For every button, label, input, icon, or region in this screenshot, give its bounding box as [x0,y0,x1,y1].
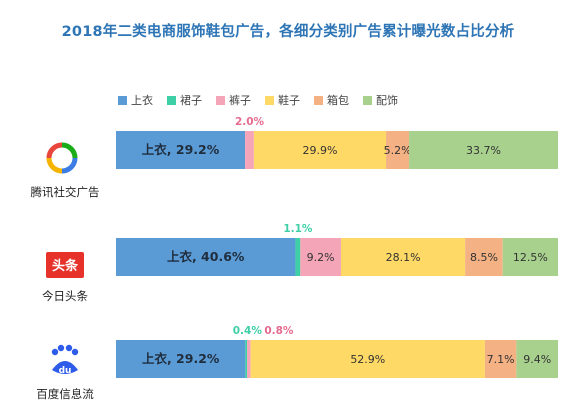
legend-item: 裙子 [167,92,202,108]
toutiao-logo: 头条 [46,252,84,278]
data-label: 0.4% [233,325,263,337]
legend-swatch [265,95,274,105]
bar-segment [247,340,251,378]
bar-segment [502,238,558,276]
data-label: 9.2% [307,251,335,264]
data-label: 上衣, 40.6% [167,249,245,264]
legend-swatch [118,95,127,105]
legend-swatch [167,95,176,105]
category-label: 腾讯社交广告 [31,185,100,199]
bar-segment [340,238,466,276]
baidu-feed-logo: du [51,344,79,376]
data-label: 2.0% [235,116,265,128]
legend-item: 上衣 [118,92,153,108]
legend-item: 配饰 [363,92,398,108]
toutiao-logo-text: 头条 [52,258,79,274]
chart-title: 2018年二类电商服饰鞋包广告，各细分类别广告累计曝光数占比分析 [61,24,515,40]
bar-segment [409,131,558,169]
category-label: 今日头条 [42,289,88,303]
data-label: 0.8% [264,325,294,337]
legend-swatch [363,95,372,105]
bar-segment [250,340,485,378]
data-label: 28.1% [386,251,421,264]
legend-label: 裙子 [180,94,202,107]
bar-segment [116,340,246,378]
bar-segment [245,131,254,169]
bar-segment [300,238,341,276]
legend-label: 箱包 [327,94,349,107]
tencent-social-ads-logo [46,142,78,174]
data-label: 5.2% [384,144,412,157]
baidu-logo-text: du [59,366,72,376]
bar-segment [116,131,246,169]
data-label: 上衣, 29.2% [142,142,220,157]
bar-segment [465,238,503,276]
data-label: 1.1% [283,223,313,235]
legend-item: 裤子 [216,92,251,108]
category-label: 百度信息流 [36,387,94,400]
legend-label: 上衣 [131,94,153,107]
data-label: 9.4% [523,353,551,366]
bar-segment [253,131,387,169]
data-label: 上衣, 29.2% [142,351,220,366]
bar-segment [295,238,301,276]
data-label: 52.9% [350,353,385,366]
data-label: 33.7% [466,144,501,157]
bar-segment [245,340,248,378]
data-label: 7.1% [487,353,515,366]
legend: 上衣 裙子 裤子 鞋子 箱包 配饰 [118,92,398,108]
legend-item: 箱包 [314,92,349,108]
data-label: 8.5% [470,251,498,264]
data-label: 12.5% [513,251,548,264]
legend-label: 鞋子 [278,94,300,107]
legend-swatch [314,95,323,105]
bar-segment [484,340,517,378]
legend-item: 鞋子 [265,92,300,108]
bar-segment [116,238,296,276]
bar-segment [386,131,410,169]
legend-swatch [216,95,225,105]
bar-segment [516,340,558,378]
legend-label: 配饰 [376,94,398,107]
legend-label: 裤子 [229,94,251,107]
data-label: 29.9% [303,144,338,157]
